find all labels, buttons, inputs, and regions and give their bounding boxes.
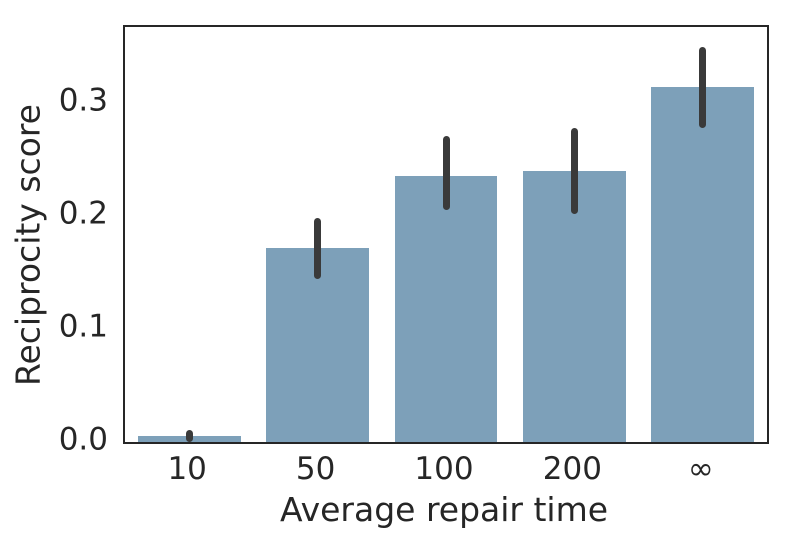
error-bar-100 bbox=[442, 135, 450, 211]
y-tick-label-0.3: 0.3 bbox=[58, 82, 108, 119]
x-tick-label-50: 50 bbox=[295, 451, 336, 487]
x-tick-label-100: 100 bbox=[414, 451, 474, 487]
bar-50 bbox=[266, 247, 369, 442]
x-axis-label: Average repair time bbox=[279, 490, 609, 529]
bar-200 bbox=[523, 170, 626, 442]
x-tick-label-∞: ∞ bbox=[687, 451, 714, 487]
bar-∞ bbox=[651, 86, 755, 442]
plot-area bbox=[123, 25, 769, 444]
x-tick-label-10: 10 bbox=[167, 451, 207, 487]
error-bar-10 bbox=[185, 429, 193, 442]
x-tick-label-200: 200 bbox=[542, 451, 602, 487]
y-tick-label-0.2: 0.2 bbox=[58, 195, 108, 232]
error-bar-∞ bbox=[699, 47, 707, 128]
y-tick-label-0.1: 0.1 bbox=[58, 308, 108, 345]
error-bar-50 bbox=[314, 218, 322, 280]
y-tick-label-0.0: 0.0 bbox=[58, 421, 108, 458]
y-axis-tick-labels: 0.0 0.1 0.2 0.3 bbox=[0, 25, 108, 455]
bar-100 bbox=[394, 176, 498, 442]
error-bar-200 bbox=[570, 127, 578, 214]
x-axis-tick-labels: 10 50 100 200 ∞ bbox=[123, 442, 765, 487]
